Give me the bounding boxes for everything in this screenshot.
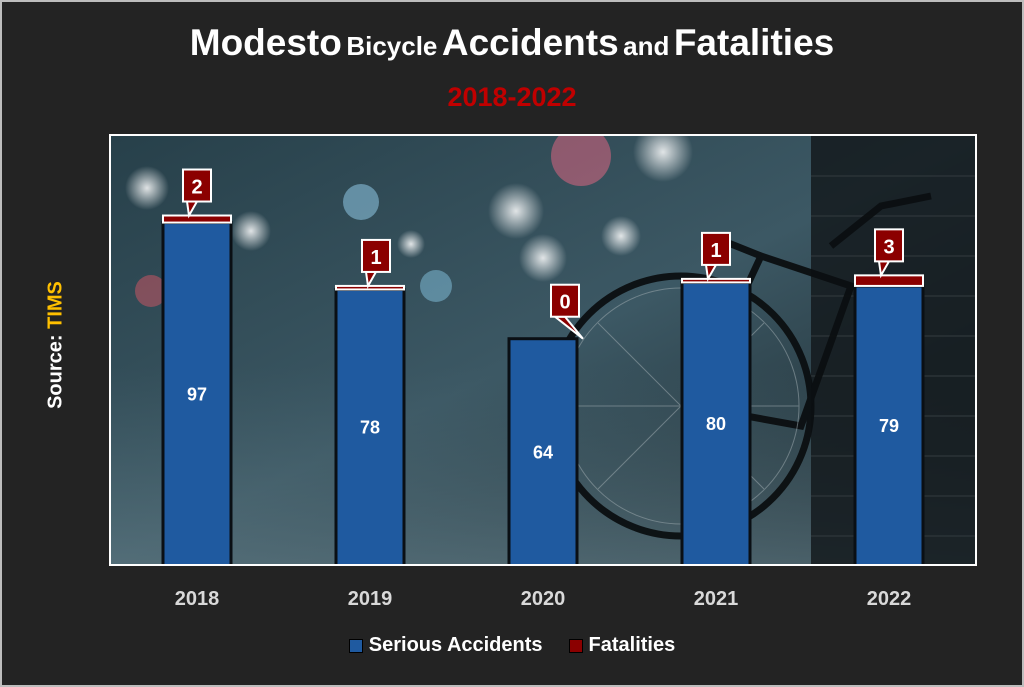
- x-axis-tick-label: 2020: [521, 588, 566, 610]
- fatalities-value-label: 3: [883, 236, 894, 258]
- bars-group: 97 78 64 80 79: [161, 214, 925, 564]
- x-axis-tick-label: 2018: [175, 588, 220, 610]
- chart-legend: Serious Accidents Fatalities: [0, 634, 1024, 657]
- x-axis: 2018 2019 2020 2021 2022: [175, 588, 912, 610]
- title-word: and: [623, 31, 670, 61]
- fatality-callout-box: [361, 238, 391, 273]
- fatalities-bar: [681, 277, 751, 284]
- x-axis-tick-label: 2019: [348, 588, 393, 610]
- fatality-callouts-group: 2 1 0 1 3: [182, 168, 904, 340]
- fatality-callout-box: [874, 228, 904, 263]
- legend-item-serious: Serious Accidents: [348, 634, 543, 657]
- serious-accidents-bar: [507, 337, 579, 564]
- source-prefix: Source:: [44, 328, 67, 409]
- plot-area: 97 78 64 80 79 2 1 0 1 3: [109, 134, 977, 566]
- serious-accidents-value-label: 80: [706, 414, 726, 434]
- fatalities-bar: [854, 274, 924, 287]
- title-word: Fatalities: [673, 22, 835, 63]
- fatalities-value-label: 1: [710, 240, 721, 262]
- serious-accidents-value-label: 79: [879, 416, 899, 436]
- serious-accidents-bar: [680, 280, 752, 564]
- x-axis-tick-label: 2022: [867, 588, 912, 610]
- fatality-callout-box: [701, 231, 731, 266]
- x-axis-tick-label: 2021: [694, 588, 739, 610]
- fatality-callout-box: [182, 168, 212, 203]
- legend-label-fatalities: Fatalities: [588, 634, 676, 656]
- title-word: Modesto: [189, 22, 342, 63]
- title-word: Bicycle: [346, 31, 438, 61]
- bar-chart: 97 78 64 80 79 2 1 0 1 3: [111, 136, 975, 564]
- serious-accidents-bar: [334, 287, 406, 564]
- fatalities-value-label: 0: [559, 292, 570, 314]
- serious-accidents-value-label: 97: [187, 384, 207, 404]
- fatalities-bar: [162, 214, 232, 224]
- legend-label-serious: Serious Accidents: [368, 634, 543, 656]
- fatalities-value-label: 1: [370, 247, 381, 269]
- fatalities-value-label: 2: [191, 177, 202, 199]
- source-value: TIMS: [44, 281, 67, 329]
- legend-swatch-fatalities: [568, 638, 583, 653]
- legend-swatch-serious: [348, 638, 363, 653]
- serious-accidents-bar: [853, 284, 925, 564]
- serious-accidents-value-label: 78: [360, 418, 380, 438]
- title-word: Accidents: [441, 22, 619, 63]
- fatalities-bar: [335, 284, 405, 291]
- legend-item-fatalities: Fatalities: [568, 634, 676, 657]
- chart-title: Modesto Bicycle Accidents and Fatalities: [0, 22, 1024, 64]
- fatality-callout-box: [550, 283, 580, 318]
- chart-subtitle: 2018-2022: [447, 82, 577, 112]
- source-label: Source: TIMS: [45, 281, 68, 409]
- serious-accidents-bar: [161, 221, 233, 564]
- serious-accidents-value-label: 64: [533, 442, 553, 462]
